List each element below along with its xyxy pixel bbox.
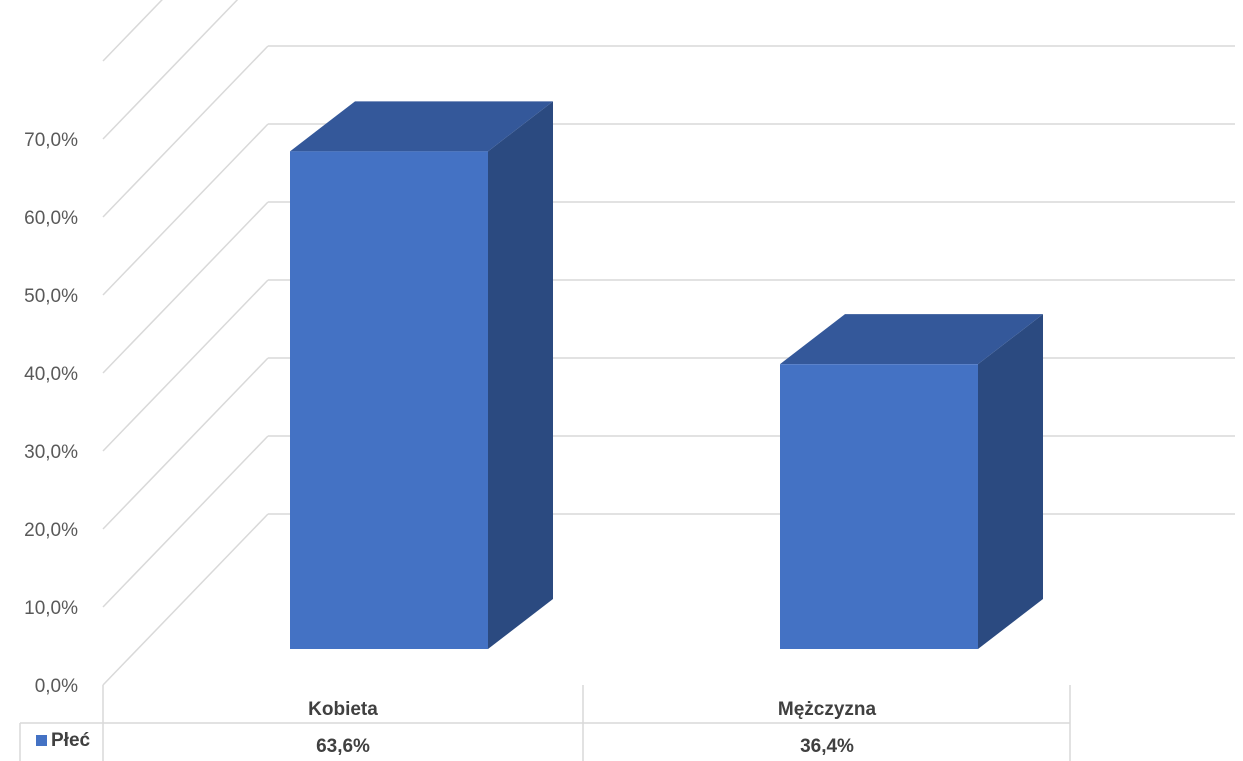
gridlines [102,0,1235,686]
data-table-value-kobieta: 63,6% [316,736,370,757]
bar-mezczyzna [780,314,1043,649]
bar-front-face [290,151,488,649]
gridline-side [102,513,269,686]
y-tick-label: 10,0% [24,598,78,619]
y-axis-ticks: 0,0% 10,0% 20,0% 30,0% 40,0% 50,0% 60,0% 70,0% [24,130,78,697]
y-tick-label: 50,0% [24,286,78,307]
data-table: Kobieta Mężczyzna Płeć 63,6% 36,4% [19,685,1071,761]
category-label-kobieta: Kobieta [308,699,378,720]
data-table-value-mezczyzna: 36,4% [800,736,854,757]
bar-top-face [290,101,553,152]
legend-swatch [36,735,47,746]
y-tick-label: 40,0% [24,364,78,385]
bar-kobieta [290,101,553,649]
y-tick-label: 20,0% [24,520,78,541]
bar-top-face [780,314,1043,365]
y-tick-label: 0,0% [35,676,78,697]
gridline-side [102,279,269,452]
gridline-side [102,357,269,530]
y-tick-label: 60,0% [24,208,78,229]
bar-side-face [488,101,553,649]
bars [290,101,1043,649]
gridline-side [102,0,163,62]
gridline-side [102,201,269,374]
category-label-mezczyzna: Mężczyzna [778,699,877,720]
bar-side-face [978,314,1043,649]
gridline-side [102,45,269,218]
gridline-side [102,123,269,296]
bar-front-face [780,364,978,649]
y-tick-label: 70,0% [24,130,78,151]
legend-label: Płeć [51,730,91,751]
y-tick-label: 30,0% [24,442,78,463]
gridline-side [102,435,269,608]
gridline-side [102,0,239,140]
